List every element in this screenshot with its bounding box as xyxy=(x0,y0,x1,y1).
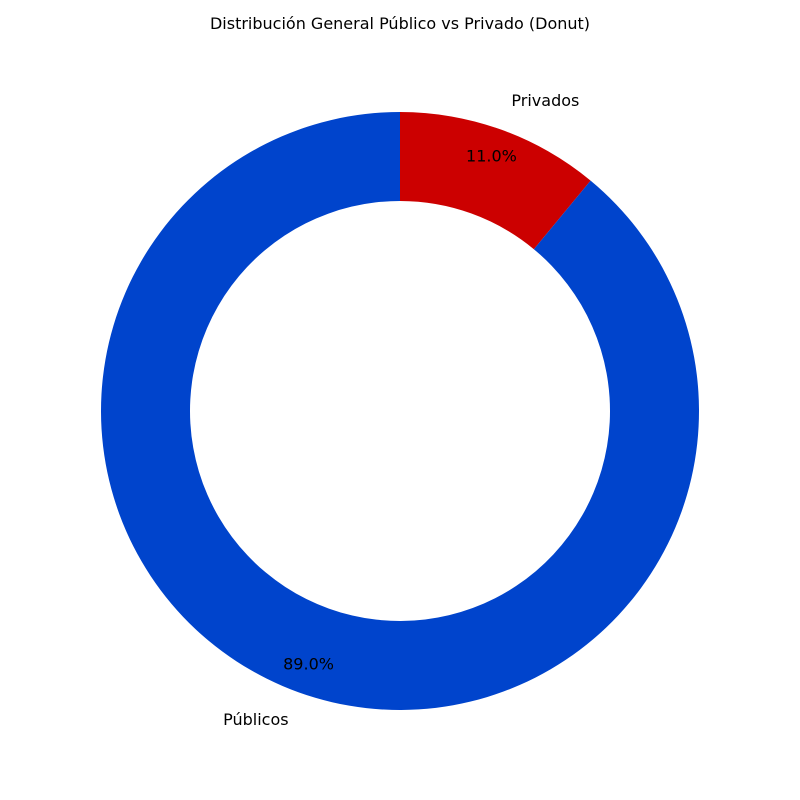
slices-layer xyxy=(100,112,700,711)
slice-percent-label: 89.0% xyxy=(283,655,334,674)
slice-percent-label: 11.0% xyxy=(466,146,517,165)
chart-title: Distribución General Público vs Privado … xyxy=(209,14,591,33)
slice-publicos xyxy=(100,112,700,711)
slice-label: Privados xyxy=(511,91,579,110)
slice-label: Públicos xyxy=(223,710,288,729)
slice-privados xyxy=(400,112,591,250)
labels-layer: Privados 11.0% Públicos 89.0% xyxy=(223,91,579,729)
